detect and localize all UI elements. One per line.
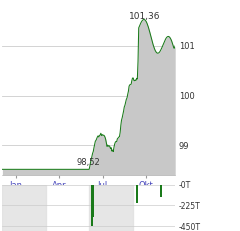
Bar xyxy=(91,185,93,226)
Bar xyxy=(91,185,94,217)
Text: 99: 99 xyxy=(179,141,189,150)
Text: 101: 101 xyxy=(179,42,194,51)
Bar xyxy=(136,185,138,203)
Bar xyxy=(160,185,162,197)
Text: -225T: -225T xyxy=(179,201,200,210)
Bar xyxy=(2,185,46,231)
Text: 101,36: 101,36 xyxy=(129,12,160,21)
Text: -0T: -0T xyxy=(179,180,191,189)
Bar xyxy=(89,185,133,231)
Text: -450T: -450T xyxy=(179,222,201,231)
Text: 98,52: 98,52 xyxy=(77,158,101,167)
Text: 100: 100 xyxy=(179,92,194,101)
